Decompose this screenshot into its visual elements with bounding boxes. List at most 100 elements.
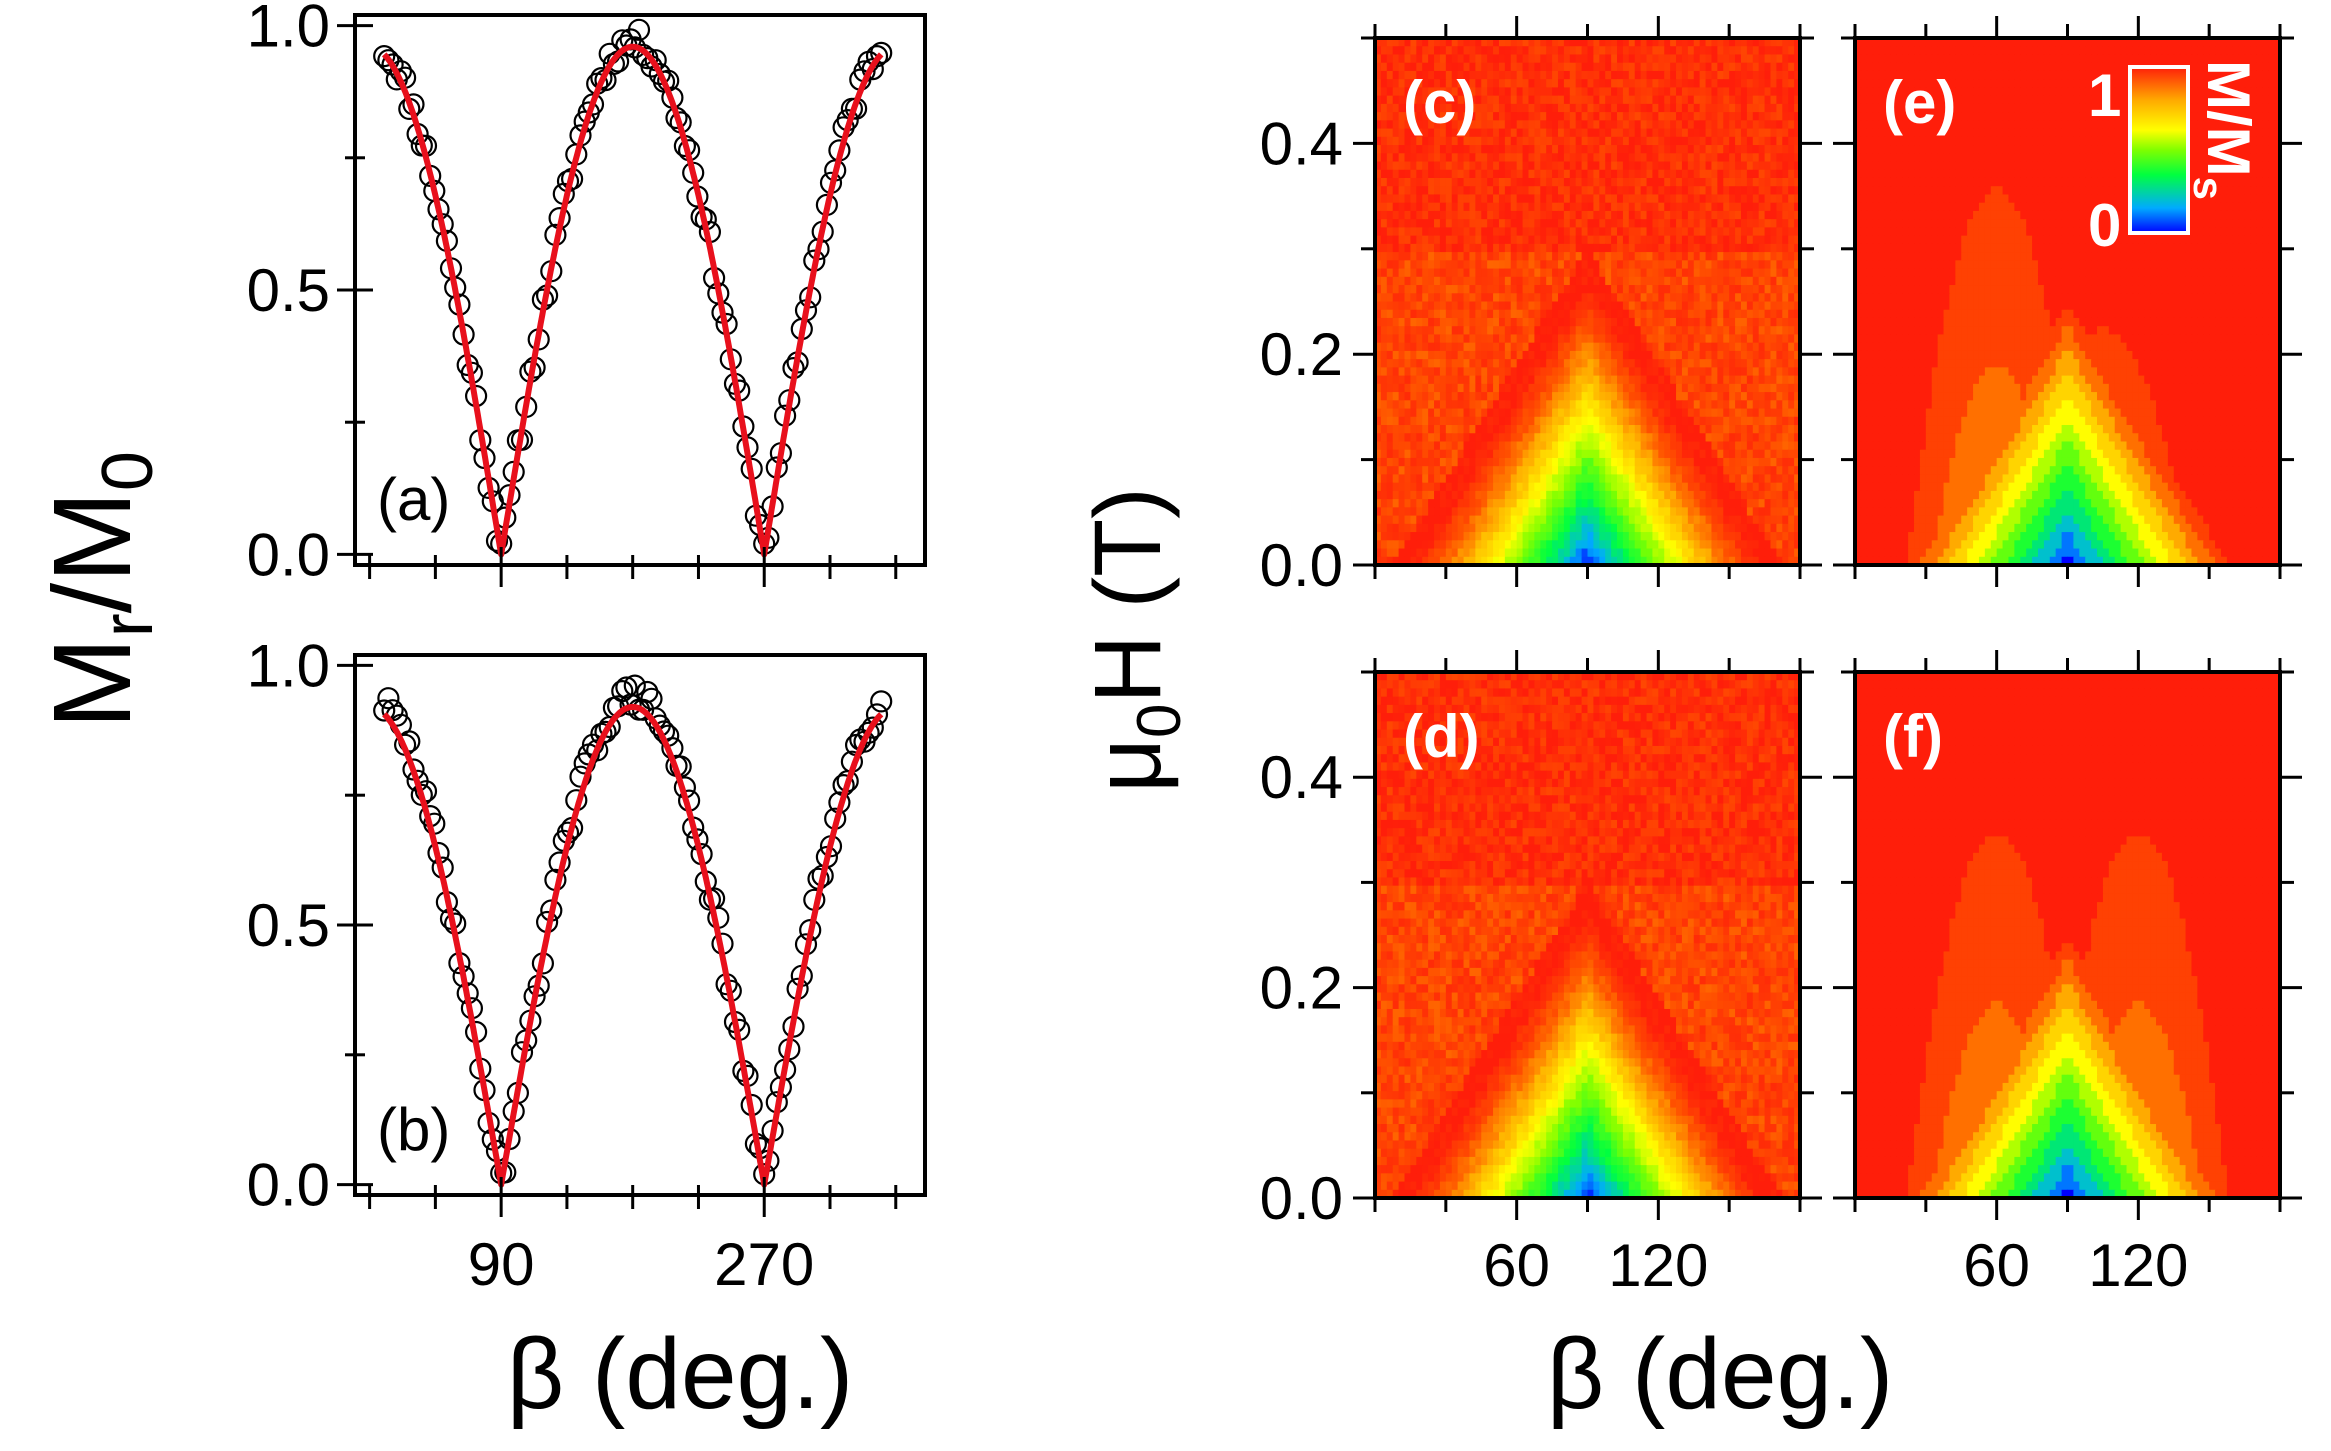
heat-cell	[1546, 177, 1553, 187]
heat-cell	[1622, 309, 1630, 319]
heat-cell	[1504, 425, 1512, 434]
heat-cell	[1794, 425, 1801, 434]
heat-cell	[1717, 202, 1724, 212]
heat-cell	[1587, 540, 1594, 550]
heat-cell	[1428, 392, 1435, 401]
heat-cell	[1528, 457, 1535, 467]
heat-cell	[1475, 490, 1482, 500]
heat-cell	[1392, 523, 1400, 533]
heat-cell	[1434, 507, 1441, 517]
heat-cell	[1504, 532, 1512, 541]
heat-cell	[1569, 153, 1577, 163]
heat-cell	[1670, 285, 1677, 294]
heat-cell	[1510, 210, 1518, 220]
heat-cell	[1670, 367, 1677, 377]
heat-cell	[1569, 326, 1577, 336]
heat-cell	[1451, 285, 1459, 294]
heat-cell	[1493, 276, 1500, 286]
heat-cell	[1504, 136, 1512, 146]
heat-cell	[1498, 392, 1506, 401]
heat-cell	[1510, 243, 1518, 253]
heat-cell	[1481, 507, 1488, 517]
heat-cell	[1676, 260, 1683, 270]
heat-cell	[1634, 433, 1642, 443]
heat-cell	[1569, 293, 1577, 303]
heat-cell	[1676, 268, 1683, 278]
heat-cell	[1546, 103, 1553, 113]
heat-cell	[1646, 243, 1654, 253]
heat-cell	[1439, 219, 1447, 228]
heat-cell	[1546, 120, 1553, 130]
heat-cell	[1587, 350, 1594, 360]
heat-cell	[1788, 210, 1795, 220]
heat-cell	[1498, 457, 1506, 467]
heat-cell	[1404, 161, 1412, 171]
heat-cell	[1628, 334, 1636, 344]
heat-cell	[1717, 38, 1724, 47]
heat-cell	[1664, 433, 1671, 443]
heat-cell	[1375, 326, 1382, 336]
heat-cell	[1752, 54, 1760, 64]
heat-cell	[1434, 153, 1441, 163]
heat-cell	[1404, 145, 1412, 154]
heat-cell	[1481, 153, 1488, 163]
heat-cell	[1723, 474, 1730, 484]
panel-c: 0.00.20.4(c)	[1260, 16, 1822, 599]
heat-cell	[1617, 556, 1624, 566]
heat-cell	[1557, 79, 1565, 88]
heat-cell	[1493, 227, 1500, 237]
heat-cell	[1504, 153, 1512, 163]
heat-cell	[1794, 359, 1801, 368]
heat-cell	[1681, 136, 1689, 146]
heat-cell	[1729, 392, 1736, 401]
heat-cell	[1380, 359, 1388, 368]
heat-cell	[1475, 227, 1482, 237]
heat-cell	[1434, 276, 1441, 286]
heat-cell	[1587, 449, 1594, 459]
heat-cell	[1557, 219, 1565, 228]
heat-cell	[1516, 400, 1524, 410]
heat-cell	[1392, 235, 1400, 245]
heat-cell	[1770, 334, 1777, 344]
heat-cell	[1664, 128, 1671, 138]
heat-cell	[1581, 79, 1589, 88]
heat-cell	[1752, 169, 1760, 179]
heat-cell	[1463, 457, 1471, 467]
heat-cell	[1599, 38, 1606, 47]
heat-cell	[1487, 392, 1494, 401]
heat-cell	[1469, 499, 1476, 508]
heat-cell	[1640, 342, 1648, 352]
heat-cell	[1628, 103, 1636, 113]
heat-cell	[1493, 161, 1500, 171]
heat-cell	[1788, 309, 1795, 319]
heat-cell	[1752, 293, 1760, 303]
heat-cell	[1605, 309, 1612, 319]
heat-cell	[1516, 95, 1524, 105]
heat-cell	[1481, 210, 1488, 220]
heat-cell	[1705, 334, 1713, 344]
heat-cell	[1617, 523, 1624, 533]
heat-cell	[1658, 136, 1665, 146]
heat-cell	[1451, 482, 1459, 492]
heat-cell	[1776, 103, 1783, 113]
heat-cell	[1404, 548, 1412, 558]
heat-cell	[1855, 38, 1862, 47]
heat-cell	[1563, 54, 1571, 64]
heat-cell	[1670, 128, 1677, 138]
heat-cell	[1794, 334, 1801, 344]
heat-cell	[1735, 103, 1742, 113]
heat-cell	[1711, 383, 1718, 393]
heat-cell	[1575, 276, 1583, 286]
heat-cell	[1740, 38, 1748, 47]
heat-cell	[1693, 293, 1701, 303]
heat-cell	[1634, 375, 1642, 385]
heat-cell	[1794, 301, 1801, 311]
heat-cell	[1646, 186, 1654, 196]
heat-cell	[1445, 112, 1453, 121]
heat-cell	[1746, 383, 1754, 393]
heat-cell	[1676, 540, 1683, 550]
heat-cell	[1628, 301, 1636, 311]
heat-cell	[1534, 62, 1541, 72]
heat-cell	[1729, 383, 1736, 393]
heat-cell	[1593, 499, 1600, 508]
